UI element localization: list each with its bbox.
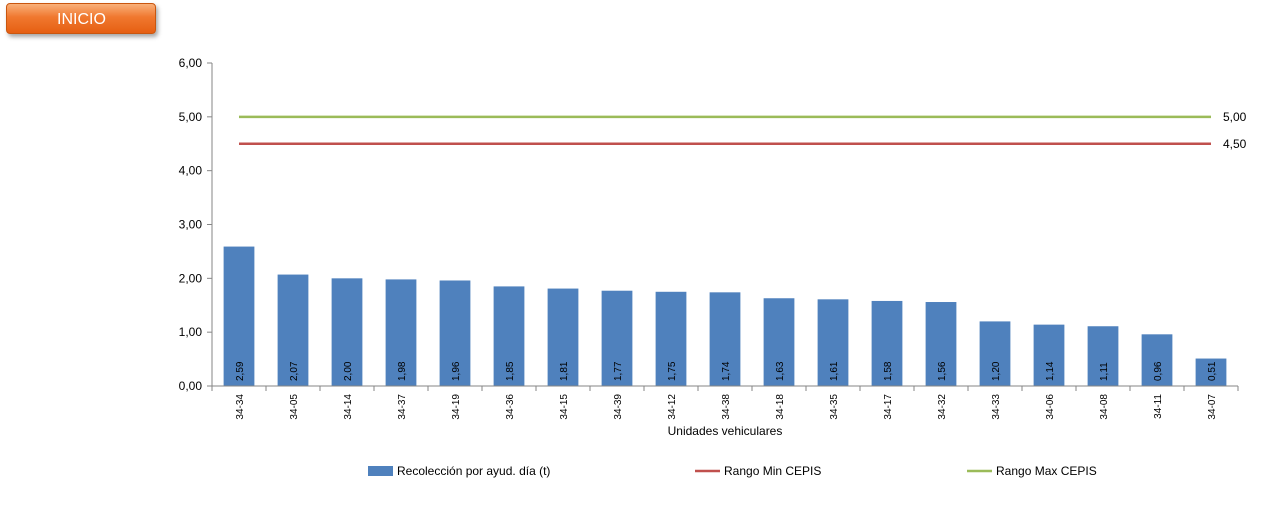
- legend: Recolección por ayud. día (t) Rango Min C…: [368, 464, 1097, 478]
- bar-value-label: 2,07: [289, 361, 300, 381]
- bar-value-label: 1,98: [397, 361, 408, 381]
- reference-line-label: 5,00: [1223, 110, 1247, 124]
- y-tick-label: 1,00: [179, 325, 203, 339]
- bars: 2,59 2,07 2,00 1,98 1,96 1,85 1,81 1,77 1,75 1,74…: [223, 246, 1227, 386]
- bar: [1141, 334, 1173, 386]
- legend-swatch: [368, 466, 393, 476]
- x-tick-label: 34-34: [235, 394, 246, 420]
- x-tick-label: 34-32: [937, 394, 948, 420]
- reference-line-label: 4,50: [1223, 137, 1247, 151]
- bar: [493, 286, 525, 386]
- x-tick-label: 34-15: [559, 394, 570, 420]
- x-tick-label: 34-36: [505, 394, 516, 420]
- x-tick-label: 34-18: [775, 394, 786, 420]
- bar-value-label: 1,20: [991, 361, 1002, 381]
- bar: [277, 274, 309, 386]
- x-axis-title: Unidades vehiculares: [668, 424, 783, 438]
- bar-value-label: 1,77: [613, 361, 624, 381]
- bar-value-label: 2,00: [343, 361, 354, 381]
- legend-label: Recolección por ayud. día (t): [397, 464, 550, 478]
- bar-value-label: 0,51: [1207, 361, 1218, 381]
- reference-lines: 4,50 5,00: [239, 110, 1247, 151]
- y-tick-label: 5,00: [179, 110, 203, 124]
- x-tick-label: 34-08: [1099, 394, 1110, 420]
- bar-value-label: 1,63: [775, 361, 786, 381]
- bar: [979, 321, 1011, 386]
- x-tick-label: 34-35: [829, 394, 840, 420]
- bar-value-label: 1,96: [451, 361, 462, 381]
- bar-value-label: 1,81: [559, 361, 570, 381]
- x-tick-label: 34-38: [721, 394, 732, 420]
- bar-value-label: 1,14: [1045, 361, 1056, 381]
- x-tick-label: 34-06: [1045, 394, 1056, 420]
- x-tick-label: 34-37: [397, 394, 408, 420]
- y-tick-label: 2,00: [179, 271, 203, 285]
- x-tick-label: 34-17: [883, 394, 894, 420]
- bar: [763, 298, 795, 386]
- x-tick-label: 34-19: [451, 394, 462, 420]
- x-tick-label: 34-12: [667, 394, 678, 420]
- bar-value-label: 1,75: [667, 361, 678, 381]
- bar-value-label: 1,74: [721, 361, 732, 381]
- bar: [601, 290, 633, 386]
- y-tick-label: 4,00: [179, 164, 203, 178]
- bar: [1033, 324, 1065, 386]
- bar: [709, 292, 741, 386]
- bar-value-label: 1,56: [937, 361, 948, 381]
- x-tick-label: 34-05: [289, 394, 300, 420]
- legend-label: Rango Max CEPIS: [996, 464, 1097, 478]
- x-tick-label: 34-07: [1207, 394, 1218, 420]
- bar-value-label: 1,61: [829, 361, 840, 381]
- bar: [1087, 326, 1119, 386]
- bar-value-label: 0,96: [1153, 361, 1164, 381]
- legend-label: Rango Min CEPIS: [724, 464, 821, 478]
- y-axis: 0,00 1,00 2,00 3,00 4,00 5,00 6,00: [179, 56, 213, 393]
- x-tick-label: 34-39: [613, 394, 624, 420]
- bar-value-label: 1,85: [505, 361, 516, 381]
- bar: [871, 300, 903, 386]
- y-tick-label: 3,00: [179, 218, 203, 232]
- bar: [925, 302, 957, 386]
- bar: [655, 291, 687, 386]
- x-tick-label: 34-11: [1153, 394, 1164, 419]
- bar: [439, 280, 471, 386]
- x-tick-label: 34-14: [343, 394, 354, 420]
- bar-value-label: 1,11: [1099, 362, 1110, 381]
- inicio-button[interactable]: INICIO: [6, 3, 156, 34]
- bar: [385, 279, 417, 386]
- bar: [817, 299, 849, 386]
- y-tick-label: 6,00: [179, 56, 203, 70]
- bar: [223, 246, 255, 386]
- x-tick-label: 34-33: [991, 394, 1002, 420]
- y-tick-label: 0,00: [179, 379, 203, 393]
- bar-value-label: 2,59: [235, 361, 246, 381]
- bar: [547, 288, 579, 386]
- bar-value-label: 1,58: [883, 361, 894, 381]
- bar: [1195, 358, 1227, 386]
- bar: [331, 278, 363, 386]
- x-axis: 34-34 34-05 34-14 34-37 34-19 34-36 34-15 34-39…: [211, 385, 1239, 420]
